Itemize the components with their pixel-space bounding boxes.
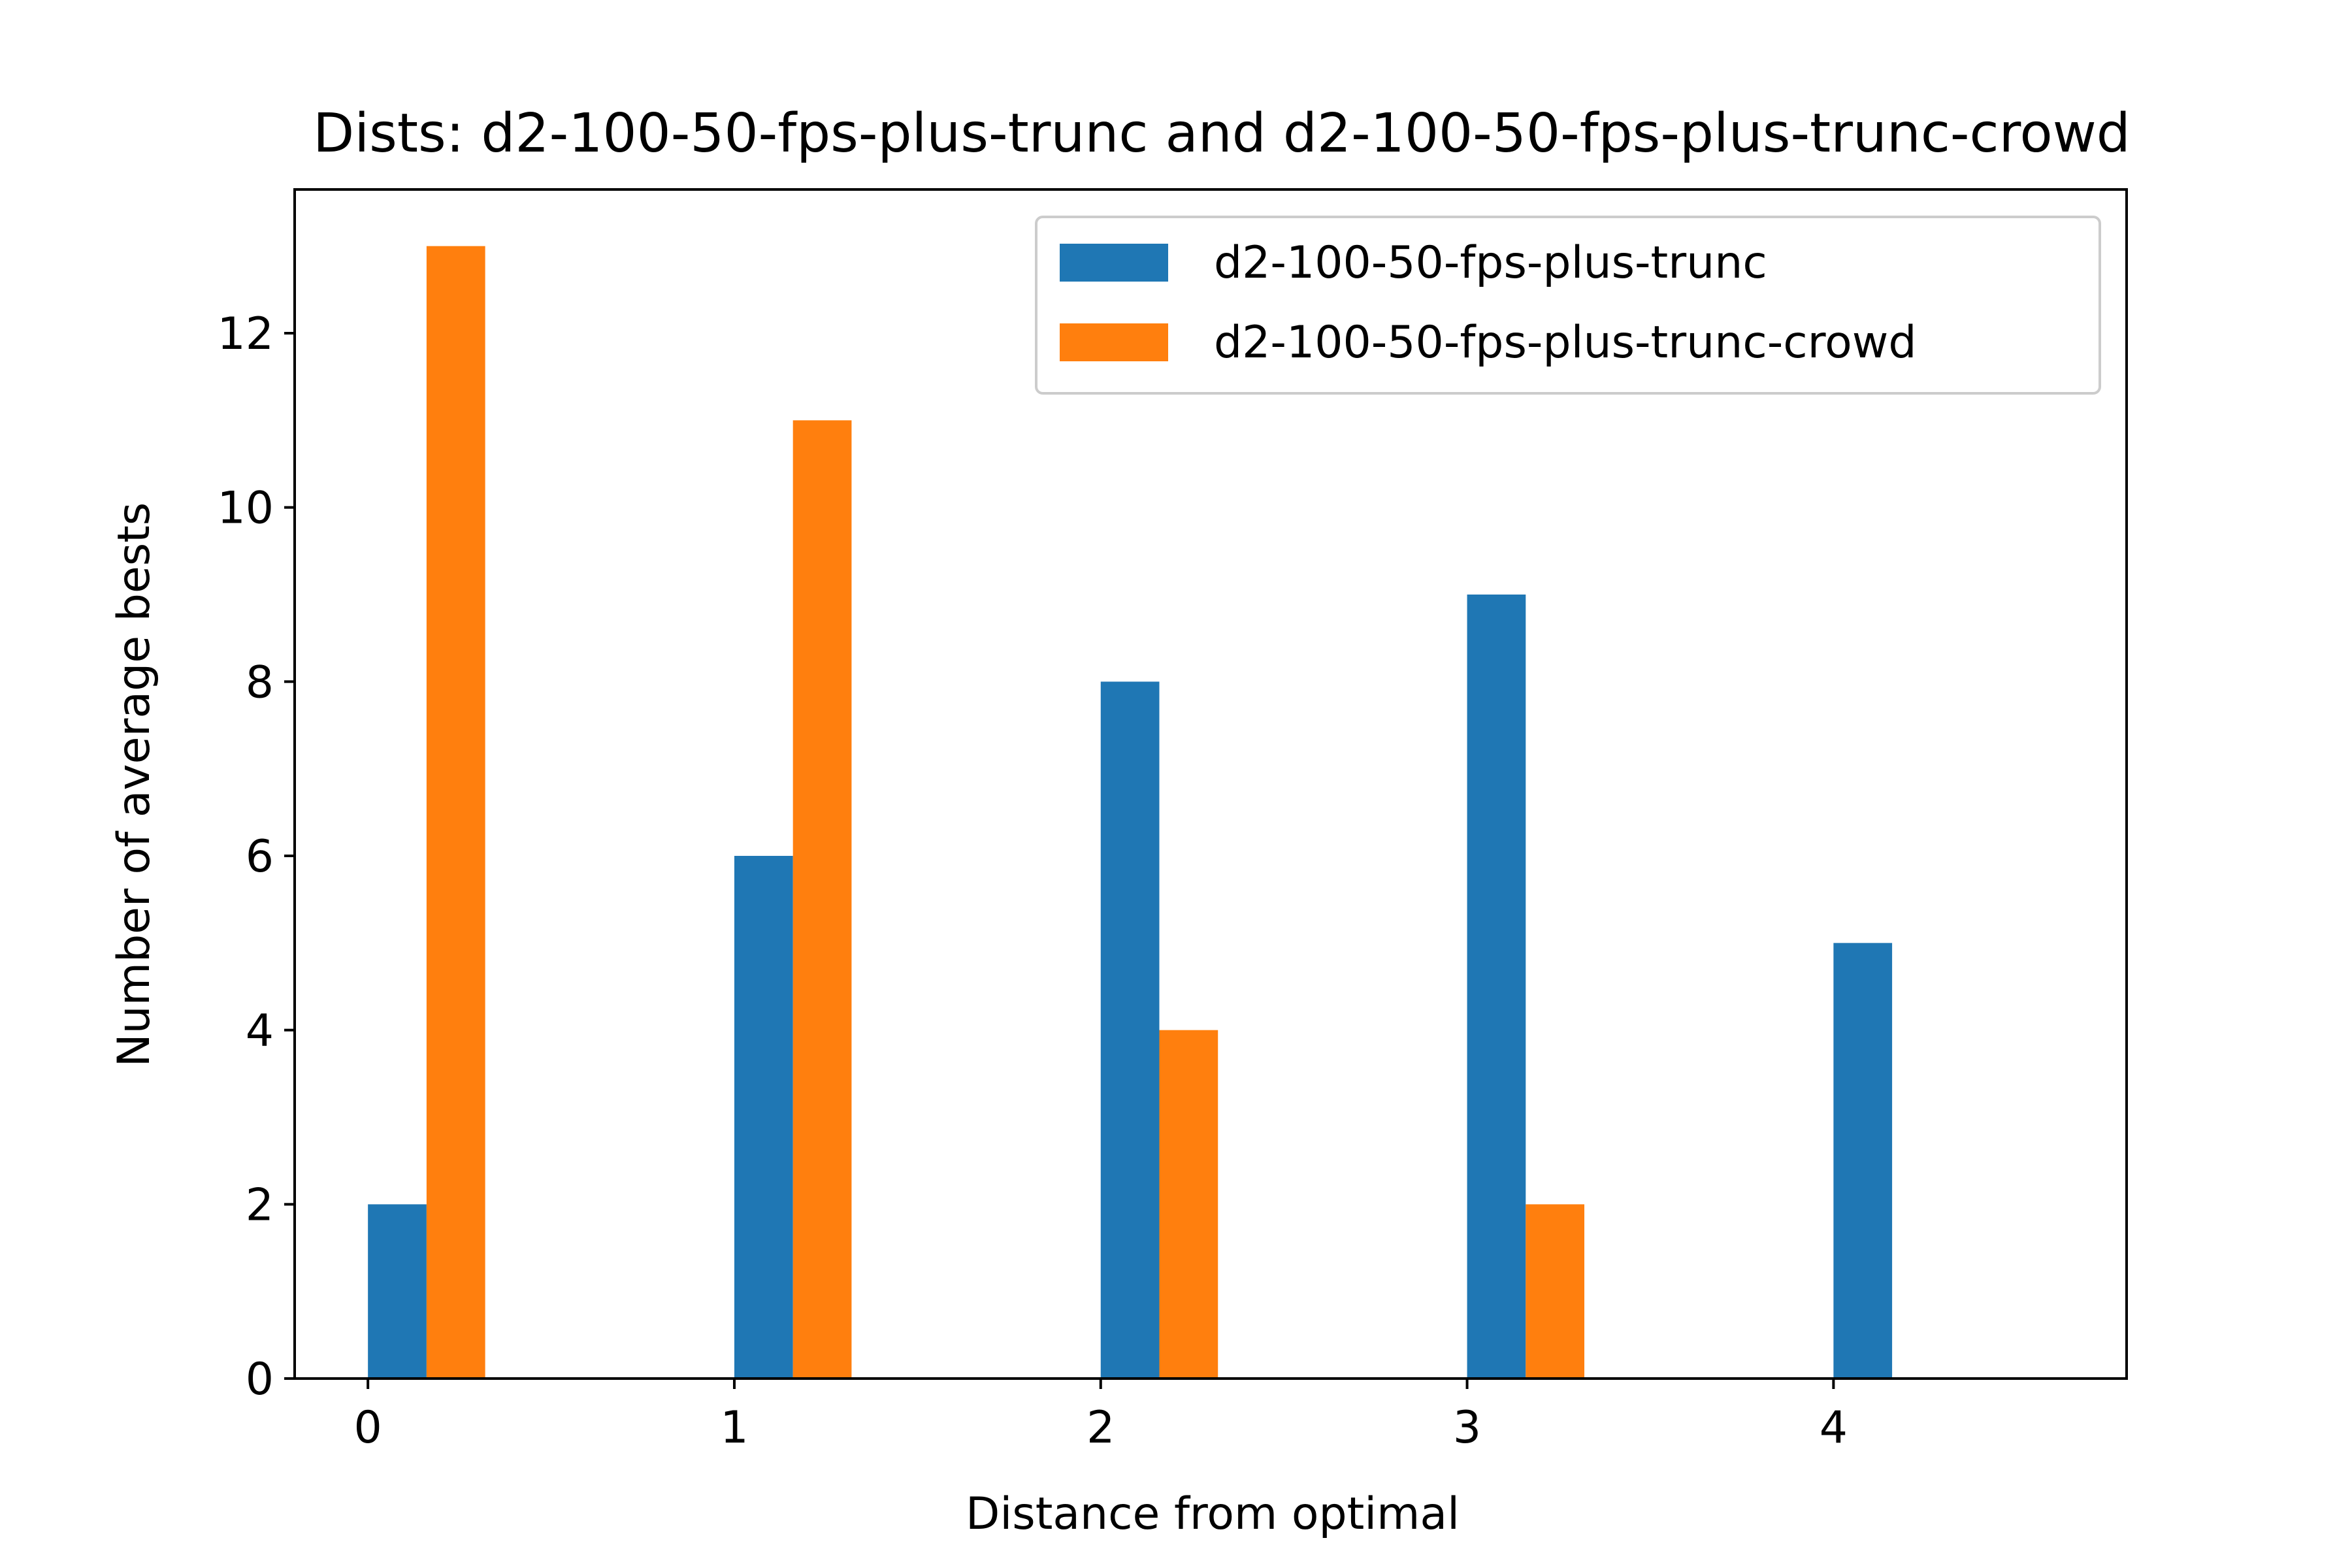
- legend-box: [1035, 216, 2101, 395]
- legend-swatch: [1060, 244, 1168, 282]
- bar-series2-x0: [426, 246, 485, 1379]
- plot-frame: [293, 188, 2128, 1380]
- x-tick-label: 1: [720, 1402, 748, 1454]
- x-axis-ticks: 0 1 2 3 4: [354, 1379, 1848, 1454]
- y-tick-label: 2: [246, 1179, 274, 1231]
- legend-label: d2-100-50-fps-plus-trunc: [1214, 237, 1767, 289]
- x-tick-label: 4: [1820, 1402, 1848, 1454]
- bar-series1-x2: [1100, 681, 1160, 1379]
- x-tick-label: 0: [354, 1402, 382, 1454]
- y-tick-label: 6: [246, 831, 274, 883]
- y-axis-label: Number of average bests: [108, 502, 160, 1067]
- bar-series1-x1: [734, 856, 793, 1379]
- bar-series2-x2: [1159, 1030, 1218, 1379]
- y-tick-label: 8: [246, 657, 274, 708]
- y-tick-label: 12: [217, 308, 274, 360]
- bar-series1-x4: [1833, 943, 1893, 1379]
- chart-title: Dists: d2-100-50-fps-plus-trunc and d2-1…: [313, 103, 2131, 165]
- y-tick-label: 10: [217, 483, 274, 534]
- legend-label: d2-100-50-fps-plus-trunc-crowd: [1214, 317, 1917, 368]
- x-tick-label: 3: [1453, 1402, 1481, 1454]
- legend: d2-100-50-fps-plus-trunc d2-100-50-fps-pl…: [1035, 216, 2101, 395]
- y-tick-label: 0: [246, 1354, 274, 1405]
- legend-swatch: [1060, 323, 1168, 361]
- bar-series2-x3: [1526, 1204, 1585, 1379]
- x-axis-label: Distance from optimal: [966, 1488, 1460, 1540]
- x-tick-label: 2: [1086, 1402, 1115, 1454]
- y-tick-label: 4: [246, 1005, 274, 1057]
- y-axis-ticks: 0 2 4 6 8 10 12: [217, 308, 295, 1405]
- bar-series1-x0: [368, 1204, 427, 1379]
- bar-series2-x1: [792, 420, 852, 1379]
- bar-series1-x3: [1467, 595, 1526, 1379]
- bars-group: [368, 246, 1893, 1379]
